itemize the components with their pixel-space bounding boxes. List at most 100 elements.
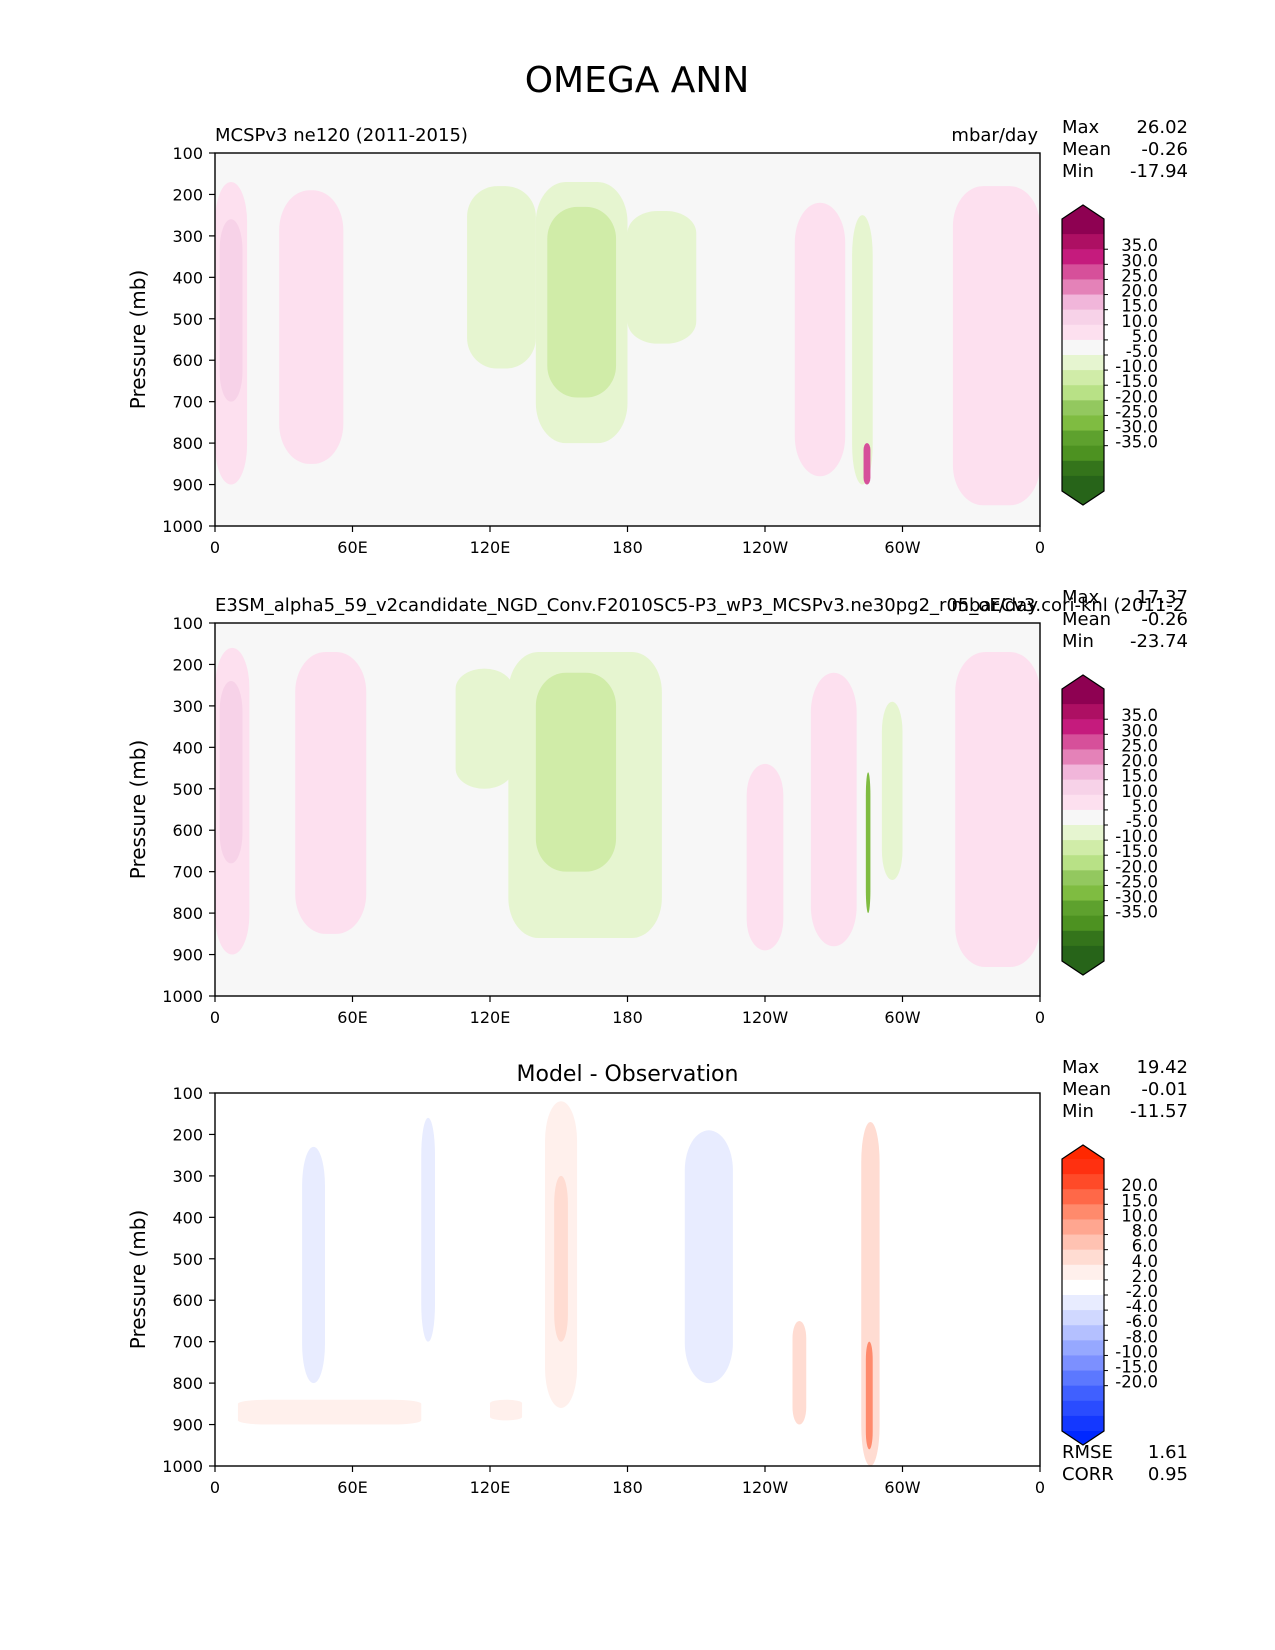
- x-tick-label: 60E: [337, 538, 367, 557]
- colorbar-segment: [1062, 734, 1104, 751]
- y-tick-label: 500: [172, 310, 203, 329]
- x-tick-label: 60W: [884, 1478, 920, 1497]
- y-tick-label: 600: [172, 1291, 203, 1310]
- stat-label: Min: [1062, 631, 1094, 652]
- x-tick-label: 180: [612, 1008, 643, 1027]
- stat-label: RMSE: [1062, 1442, 1113, 1463]
- colorbar-segment: [1062, 885, 1104, 902]
- colorbar-top-extend: [1062, 205, 1104, 219]
- panel-1: 100 200 300 400 500 600 700 800 900 1000 0 60E 120E 1…: [126, 117, 1188, 557]
- colorbar-label: -15.0: [1115, 372, 1158, 391]
- colorbar-bottom-extend: [1062, 491, 1104, 505]
- x-tick-label: 0: [210, 538, 220, 557]
- field-region: [794, 202, 846, 477]
- colorbar-segment: [1062, 840, 1104, 856]
- field-layer: [237, 1101, 880, 1466]
- x-tick-label: 120E: [470, 1478, 511, 1497]
- colorbar-label: 6.0: [1132, 1237, 1158, 1256]
- field-region: [952, 186, 1040, 506]
- stat-value: 1.61: [1148, 1442, 1188, 1463]
- stat-value: -11.57: [1130, 1101, 1188, 1122]
- y-tick-label: 400: [172, 738, 203, 757]
- colorbar-label: 10.0: [1121, 1206, 1158, 1225]
- colorbar-label: -5.0: [1126, 342, 1158, 361]
- field-region: [219, 219, 243, 402]
- colorbar-segment: [1062, 475, 1104, 492]
- colorbar-label: 5.0: [1132, 327, 1158, 346]
- x-tick-label: 0: [1035, 1478, 1045, 1497]
- colorbar-label: 8.0: [1132, 1222, 1158, 1241]
- colorbar-segment: [1062, 1400, 1104, 1417]
- figure-title: OMEGA ANN: [525, 60, 750, 101]
- colorbar-segment: [1062, 719, 1104, 735]
- colorbar-segment: [1062, 704, 1104, 720]
- colorbar-label: -8.0: [1126, 1327, 1158, 1346]
- y-tick-label: 100: [172, 144, 203, 163]
- colorbar-segment: [1062, 279, 1104, 296]
- colorbar-top-extend: [1062, 675, 1104, 689]
- stat-value: -23.74: [1130, 631, 1188, 652]
- colorbar-label: 20.0: [1121, 282, 1158, 301]
- colorbar-label: -35.0: [1115, 433, 1158, 452]
- stat-value: 26.02: [1136, 117, 1188, 138]
- colorbar-label: 4.0: [1132, 1252, 1158, 1271]
- colorbar-outline: [1061, 674, 1105, 976]
- field-region: [863, 443, 871, 485]
- y-tick-label: 300: [172, 227, 203, 246]
- colorbar-label: 15.0: [1121, 767, 1158, 786]
- colorbar-segment: [1062, 385, 1104, 401]
- x-tick-label: 60E: [337, 1008, 367, 1027]
- colorbar-label: -10.0: [1115, 1342, 1158, 1361]
- colorbar-segment: [1062, 1174, 1104, 1190]
- panel-units: mbar/day: [951, 595, 1038, 616]
- field-region: [865, 1341, 873, 1450]
- stat-value: 19.42: [1136, 1057, 1188, 1078]
- colorbar-label: -10.0: [1115, 827, 1158, 846]
- x-tick-label: 0: [210, 1478, 220, 1497]
- stat-label: Mean: [1062, 1079, 1111, 1100]
- colorbar-segment: [1062, 779, 1104, 796]
- field-region: [490, 1399, 523, 1421]
- y-tick-label: 600: [172, 821, 203, 840]
- stat-value: -17.94: [1130, 161, 1188, 182]
- stat-label: Max: [1062, 117, 1100, 138]
- colorbar-label: -10.0: [1115, 357, 1158, 376]
- field-region: [467, 186, 536, 369]
- colorbar-segment: [1062, 219, 1104, 235]
- y-tick-label: 900: [172, 1416, 203, 1435]
- stat-value: 17.37: [1136, 587, 1188, 608]
- colorbar-segment: [1062, 1415, 1104, 1432]
- colorbar-segment: [1062, 234, 1104, 250]
- x-tick-label: 60E: [337, 1478, 367, 1497]
- y-tick-label: 800: [172, 434, 203, 453]
- colorbar-label: 10.0: [1121, 782, 1158, 801]
- x-tick-label: 0: [1035, 538, 1045, 557]
- y-tick-label: 800: [172, 904, 203, 923]
- colorbar-segment: [1062, 355, 1104, 371]
- field-region: [295, 652, 367, 934]
- x-tick-label: 0: [1035, 1008, 1045, 1027]
- colorbar-label: 2.0: [1132, 1267, 1158, 1286]
- colorbar-segment: [1062, 900, 1104, 917]
- stat-label: Min: [1062, 1101, 1094, 1122]
- stat-value: -0.26: [1141, 139, 1188, 160]
- x-tick-label: 0: [210, 1008, 220, 1027]
- x-tick-label: 180: [612, 538, 643, 557]
- y-tick-label: 700: [172, 393, 203, 412]
- colorbar-segment: [1062, 294, 1104, 311]
- stat-label: Max: [1062, 1057, 1100, 1078]
- colorbar-label: -2.0: [1126, 1282, 1158, 1301]
- panel-title-left: E3SM_alpha5_59_v2candidate_NGD_Conv.F201…: [215, 595, 1184, 616]
- colorbar-segment: [1062, 460, 1104, 477]
- y-tick-label: 500: [172, 1250, 203, 1269]
- colorbar-outline: [1061, 204, 1105, 506]
- y-tick-label: 900: [172, 946, 203, 965]
- y-tick-label: 300: [172, 697, 203, 716]
- colorbar-segment: [1062, 400, 1104, 417]
- y-tick-label: 1000: [162, 517, 203, 536]
- field-region: [792, 1320, 807, 1425]
- y-tick-label: 100: [172, 1084, 203, 1103]
- panel-3: 100 200 300 400 500 600 700 800 900 1000 0 60E 120E 1…: [126, 1057, 1188, 1497]
- colorbar-segment: [1062, 1189, 1104, 1205]
